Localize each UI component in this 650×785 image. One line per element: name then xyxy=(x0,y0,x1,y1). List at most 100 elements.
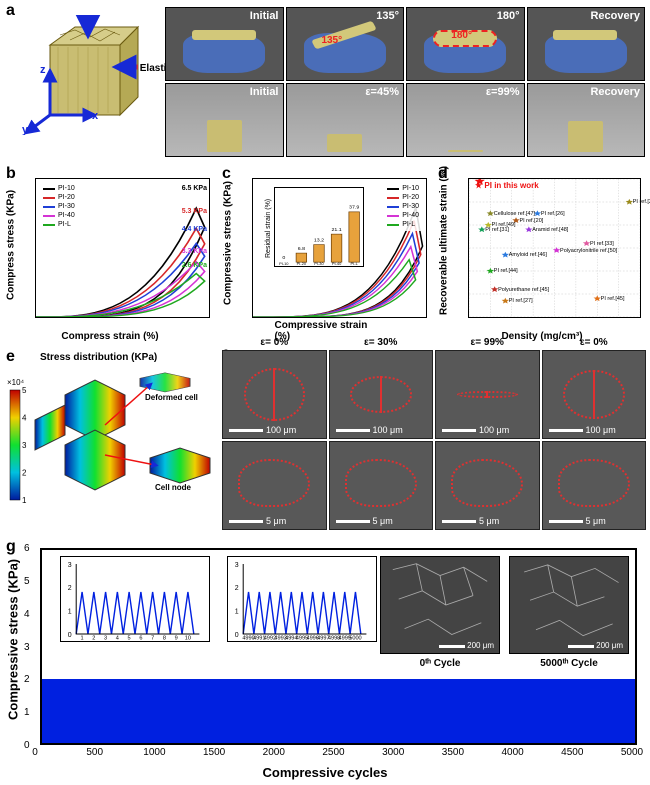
svg-text:1: 1 xyxy=(68,608,72,615)
g-sem-0-label: 0ᵗʰ Cycle xyxy=(420,658,461,669)
g-sem-1-scale: 200 μm xyxy=(568,641,623,650)
c-legend: PI-10PI-20PI-30PI-40PI-L xyxy=(383,182,423,231)
bend-recovery: Recovery xyxy=(527,7,646,81)
bend-label-1: 135° xyxy=(376,10,399,22)
bend-initial: Initial xyxy=(165,7,284,81)
svg-text:2: 2 xyxy=(22,469,27,478)
svg-text:6: 6 xyxy=(139,636,142,641)
panel-b: Compress stress (KPa) Compress strain (%… xyxy=(5,170,215,340)
g-xlabel: Compressive cycles xyxy=(262,765,387,780)
g-inset-right: 0123499049914992499349944995499649974998… xyxy=(227,556,377,642)
b-plot: 6.5 KPa5.3 KPa4.4 KPa3.3 KPa2.6 KPa PI-1… xyxy=(35,178,210,318)
sem-r0-c0: ε= 0%100 μm xyxy=(222,350,327,439)
bend-135: 135° 135° xyxy=(286,7,405,81)
c-ylabel: Compressive stress (KPa) xyxy=(223,181,234,305)
svg-text:7: 7 xyxy=(151,636,154,641)
b-ylabel: Compress stress (KPa) xyxy=(6,190,17,300)
d-highlight-text: PI in this work xyxy=(484,181,538,190)
panel-a: x y z Stiff Elastic Initial 135° 135° 18… xyxy=(5,5,645,160)
axis-y: y xyxy=(22,124,29,135)
svg-text:PI-20: PI-20 xyxy=(296,263,305,267)
sem-r1-c3: 5 μm xyxy=(542,441,647,530)
panel-e: Stress distribution (KPa) ×10⁴ 12345 xyxy=(5,350,215,530)
panel-d: Recoverable ultimate strain (%) Density … xyxy=(438,170,646,340)
press-label-3: Recovery xyxy=(590,86,640,98)
svg-text:0: 0 xyxy=(68,632,72,639)
press-label-2: ε=99% xyxy=(486,86,520,98)
b-xlabel: Compress strain (%) xyxy=(61,331,158,342)
c-inset: 0PI-10 6.8 PI-20 13.2 PI-30 21.1 PI-40 37.9 PI-L… xyxy=(274,187,364,267)
g-sem-1: 200 μm 5000ᵗʰ Cycle xyxy=(509,556,629,654)
press-label-0: Initial xyxy=(250,86,279,98)
svg-text:1: 1 xyxy=(81,636,84,641)
d-xlabel: Density (mg/cm³) xyxy=(501,331,582,342)
g-sem-1-label: 5000ᵗʰ Cycle xyxy=(540,658,598,669)
g-band xyxy=(42,679,635,743)
axis-z: z xyxy=(40,64,46,76)
press-label-1: ε=45% xyxy=(365,86,399,98)
e-callout-1: Cell node xyxy=(155,483,192,492)
svg-text:PI-10: PI-10 xyxy=(279,263,288,267)
panel-g: Compressive stress (KPa) Compressive cyc… xyxy=(5,540,645,780)
press-99: ε=99% xyxy=(406,83,525,157)
svg-text:3: 3 xyxy=(104,636,107,641)
svg-text:PI-40: PI-40 xyxy=(332,263,341,267)
svg-text:0: 0 xyxy=(282,256,285,262)
svg-text:6.8: 6.8 xyxy=(297,246,305,252)
svg-text:1: 1 xyxy=(235,608,239,615)
svg-text:PI-L: PI-L xyxy=(350,263,357,267)
g-inset-left: 012312345678910Compressive stress (KPa) xyxy=(60,556,210,642)
svg-text:2: 2 xyxy=(68,585,72,592)
svg-text:13.2: 13.2 xyxy=(314,238,324,244)
svg-text:3: 3 xyxy=(68,562,72,569)
press-initial: Initial xyxy=(165,83,284,157)
e-callout-0: Deformed cell xyxy=(145,393,198,402)
panel-f: ε= 0%100 μmε= 30%100 μmε= 99%100 μmε= 0%… xyxy=(222,350,646,530)
c-inset-ylabel: Residual strain (%) xyxy=(265,199,272,258)
d-plot: ★ PI in this work Cellulose ref.[47]PI r… xyxy=(468,178,641,318)
svg-text:8: 8 xyxy=(163,636,166,641)
sem-r1-c2: 5 μm xyxy=(435,441,540,530)
press-recovery: Recovery xyxy=(527,83,646,157)
svg-text:4: 4 xyxy=(22,414,27,423)
svg-text:21.1: 21.1 xyxy=(331,228,341,234)
svg-text:5: 5 xyxy=(128,636,131,641)
d-ylabel: Recoverable ultimate strain (%) xyxy=(439,166,450,315)
b-legend: PI-10PI-20PI-30PI-40PI-L xyxy=(39,182,79,231)
sem-r1-c1: 5 μm xyxy=(329,441,434,530)
bend-label-2: 180° xyxy=(497,10,520,22)
svg-text:1: 1 xyxy=(22,496,27,505)
bend-180: 180° 180° xyxy=(406,7,525,81)
svg-text:9: 9 xyxy=(175,636,178,641)
d-highlight: ★ PI in this work xyxy=(475,181,539,190)
e-title: Stress distribution (KPa) xyxy=(40,352,157,363)
sem-r0-c1: ε= 30%100 μm xyxy=(329,350,434,439)
svg-text:5: 5 xyxy=(22,386,27,395)
bend-label-0: Initial xyxy=(250,10,279,22)
experiment-grid: Initial 135° 135° 180° 180° Recovery Ini… xyxy=(165,7,645,157)
axis-x: x xyxy=(92,110,99,122)
g-sem-0-scale: 200 μm xyxy=(439,641,494,650)
cube-schematic: x y z Stiff Elastic xyxy=(20,15,140,135)
svg-text:10: 10 xyxy=(185,636,191,641)
svg-text:2: 2 xyxy=(92,636,95,641)
panel-c: Compressive stress (KPa) Compressive str… xyxy=(222,170,432,340)
g-plot: 012312345678910Compressive stress (KPa) … xyxy=(40,548,637,745)
svg-text:5000: 5000 xyxy=(349,636,361,641)
sem-r0-c2: ε= 99%100 μm xyxy=(435,350,540,439)
c-plot: PI-10PI-20PI-30PI-40PI-L 0PI-10 6.8 PI-20 1… xyxy=(252,178,427,318)
overlay-180: 180° xyxy=(451,30,472,41)
bend-label-3: Recovery xyxy=(590,10,640,22)
svg-text:2: 2 xyxy=(235,585,239,592)
press-45: ε=45% xyxy=(286,83,405,157)
sem-r1-c0: 5 μm xyxy=(222,441,327,530)
svg-text:3: 3 xyxy=(22,441,27,450)
g-ylabel: Compressive stress (KPa) xyxy=(6,559,21,720)
overlay-135: 135° xyxy=(321,35,342,46)
svg-text:4: 4 xyxy=(116,636,119,641)
svg-text:PI-30: PI-30 xyxy=(314,263,323,267)
g-sem-0: 200 μm 0ᵗʰ Cycle xyxy=(380,556,500,654)
sem-r0-c3: ε= 0%100 μm xyxy=(542,350,647,439)
svg-text:3: 3 xyxy=(235,562,239,569)
svg-text:37.9: 37.9 xyxy=(349,205,359,211)
